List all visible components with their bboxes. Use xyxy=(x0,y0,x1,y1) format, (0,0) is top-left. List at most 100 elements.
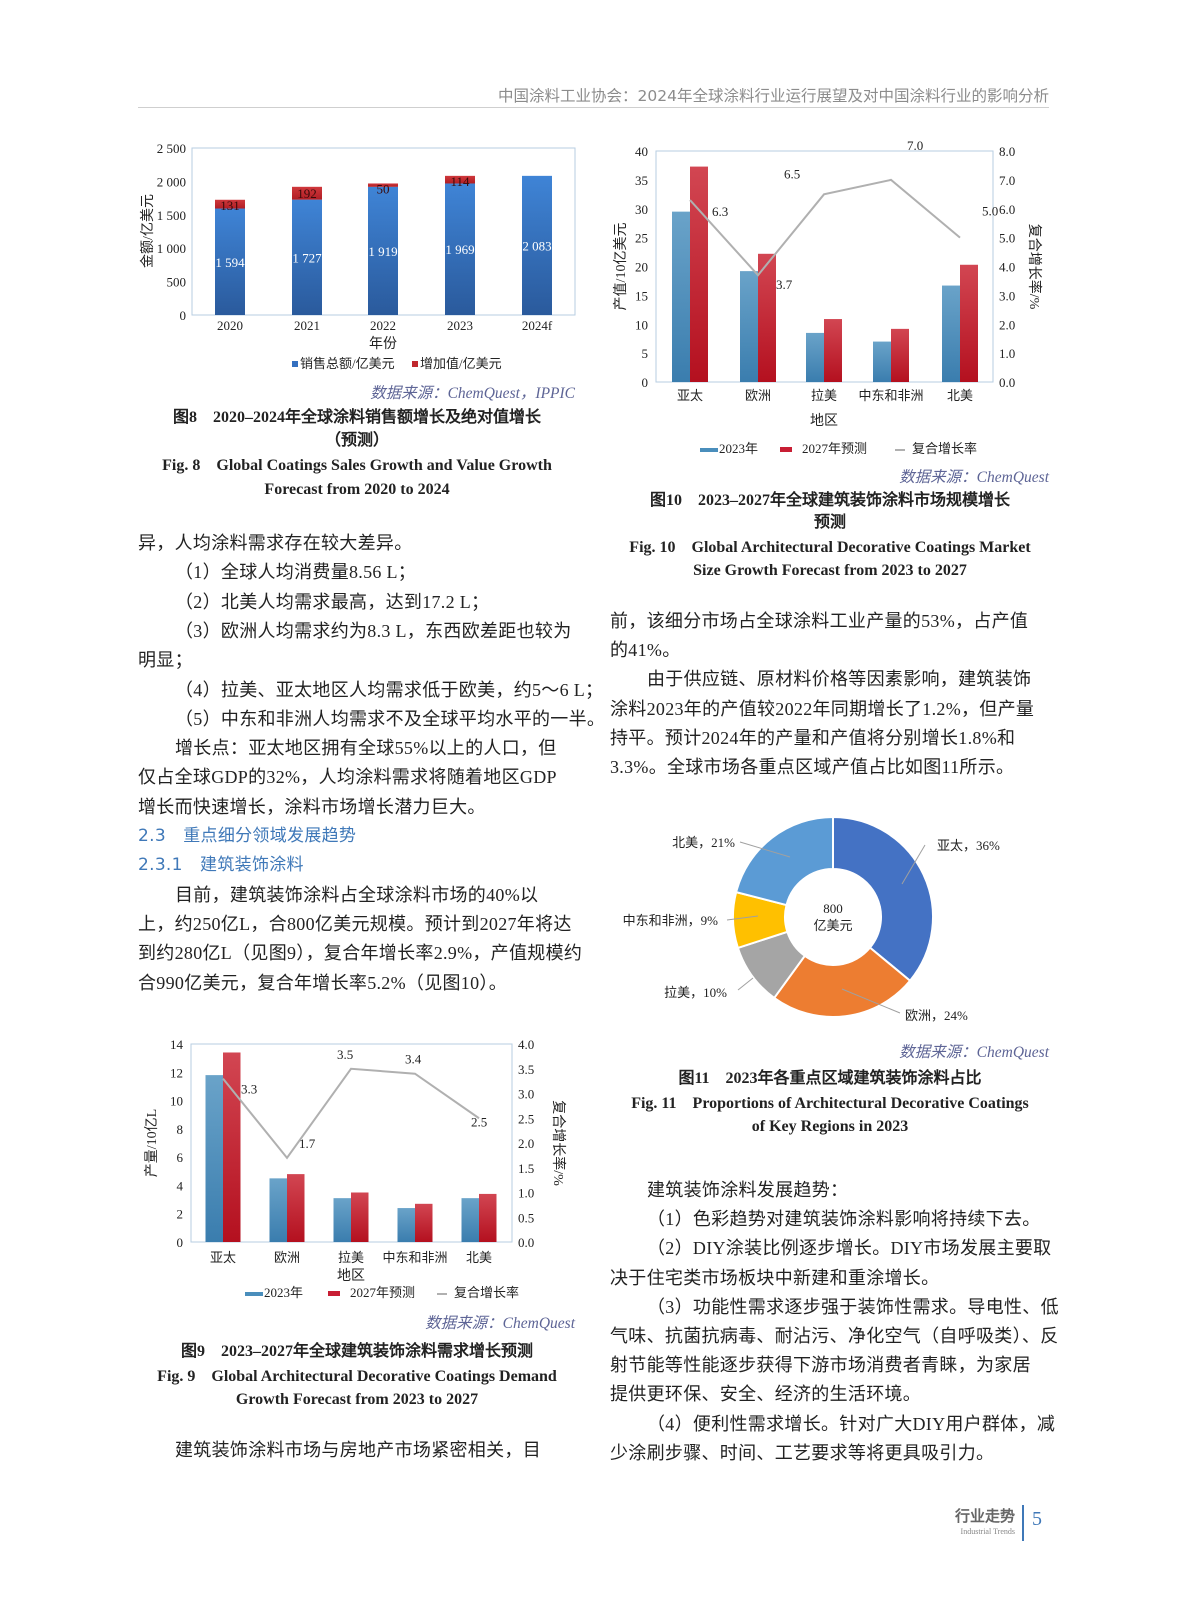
section-heading: 2.3 重点细分领域发展趋势 xyxy=(138,826,357,846)
footer-section-title: 行业走势 xyxy=(954,1507,1015,1525)
fig10-y2-tick-label: 3.0 xyxy=(999,288,1015,303)
fig10-legend-swatch-cagr xyxy=(895,449,905,451)
fig8-bar-sales-label: 1 919 xyxy=(368,244,397,259)
text-line: 涂料2023年的产值较2022年同期增长了1.2%，但产量 xyxy=(610,698,1035,719)
fig11-slice-label: 拉美，10% xyxy=(664,985,727,1000)
footer-section-subtitle: Industrial Trends xyxy=(960,1527,1015,1536)
fig10-y-tick-label: 35 xyxy=(635,173,648,188)
text-line: 前，该细分市场占全球涂料工业产量的53%，占产值 xyxy=(610,611,1029,631)
fig9-caption-en: Fig. 9 Global Architectural Decorative C… xyxy=(157,1368,557,1385)
fig8-x-tick-label: 2024f xyxy=(522,318,553,333)
text-line: 目前，建筑装饰涂料占全球涂料市场的40%以 xyxy=(175,884,539,905)
fig9-y2-tick-label: 0.5 xyxy=(518,1210,534,1225)
fig9-y-tick-label: 8 xyxy=(177,1122,184,1137)
text-line: 合990亿美元，复合年增长率5.2%（见图10）。 xyxy=(138,972,507,993)
fig9-y-tick-label: 2 xyxy=(177,1207,184,1222)
fig10-x-tick-label: 拉美 xyxy=(811,388,837,403)
fig9-y-tick-label: 14 xyxy=(170,1037,184,1052)
fig9-y-tick-label: 6 xyxy=(177,1150,184,1165)
fig11-leader-line xyxy=(739,841,791,858)
fig10-line-data-label: 6.3 xyxy=(712,204,728,219)
section-heading: 2.3.1 建筑装饰涂料 xyxy=(138,855,304,876)
fig10-y2-tick-label: 0.0 xyxy=(999,375,1015,390)
fig10-caption-cn: 图10 2023–2027年全球建筑装饰涂料市场规模增长 xyxy=(649,492,1011,509)
text-line: 少涂刷步骤、时间、工艺要求等将更具吸引力。 xyxy=(610,1442,995,1463)
fig10-bar-2027 xyxy=(824,319,842,382)
fig9-y-tick-label: 12 xyxy=(170,1065,183,1080)
fig8-bar-increment-label: 114 xyxy=(450,174,470,189)
fig9-y-tick-label: 0 xyxy=(177,1235,184,1250)
fig10-bar-2023 xyxy=(942,285,960,382)
fig9-line-data-label: 3.3 xyxy=(241,1082,257,1097)
fig9-bar-2023 xyxy=(397,1208,415,1242)
fig8-x-tick-label: 2023 xyxy=(447,318,473,333)
fig10-y-tick-label: 25 xyxy=(635,231,648,246)
fig10-line-data-label: 3.7 xyxy=(776,277,793,292)
fig9-line-data-label: 3.5 xyxy=(337,1047,353,1062)
fig11-slice-北美 xyxy=(734,815,834,907)
fig11-leader-line xyxy=(901,844,926,885)
fig9-line-data-label: 1.7 xyxy=(299,1136,316,1151)
fig10-y-tick-label: 0 xyxy=(642,375,649,390)
fig11-caption-en: Fig. 11 Proportions of Architectural Dec… xyxy=(631,1095,1029,1112)
fig10-y2-tick-label: 5.0 xyxy=(999,231,1015,246)
fig8-bar-increment-label: 131 xyxy=(220,198,240,213)
fig10-y-tick-label: 10 xyxy=(635,317,648,332)
text-line: 由于供应链、原材料价格等因素影响，建筑装饰 xyxy=(647,669,1032,690)
fig10-bar-2023 xyxy=(873,341,891,382)
fig9-legend-swatch-2027 xyxy=(328,1291,340,1296)
fig11-slice-亚太 xyxy=(832,815,934,983)
text-line: （1）全球人均消费量8.56 L； xyxy=(175,562,417,583)
fig8-y-axis-title: 金额/亿美元 xyxy=(140,194,156,268)
fig8-bar-sales-label: 1 727 xyxy=(292,250,322,265)
fig10-source: 数据来源：ChemQuest xyxy=(899,469,1049,486)
fig10-y2-tick-label: 1.0 xyxy=(999,346,1015,361)
text-line: 建筑装饰涂料市场与房地产市场紧密相关，目 xyxy=(175,1440,541,1460)
fig8-bar-sales xyxy=(215,208,245,315)
fig9-bar-2027 xyxy=(287,1174,305,1242)
fig9-y2-tick-label: 4.0 xyxy=(518,1037,534,1052)
fig10-caption-en: Fig. 10 Global Architectural Decorative … xyxy=(629,539,1031,556)
fig9-legend-label-cagr: 复合增长率 xyxy=(454,1285,519,1300)
footer-divider xyxy=(1022,1505,1024,1541)
fig11-leader-line xyxy=(726,915,759,921)
fig8-bar-increment xyxy=(215,199,245,209)
fig10-bar-2023 xyxy=(806,332,824,382)
fig8-bar-sales xyxy=(445,183,475,315)
fig11-slice-label: 北美，21% xyxy=(672,835,735,850)
fig11-caption-en-2: of Key Regions in 2023 xyxy=(751,1118,909,1135)
fig11-caption-cn: 图11 2023年各重点区域建筑装饰涂料占比 xyxy=(678,1070,982,1087)
text-line: 上，约250亿L，合800亿美元规模。预计到2027年将达 xyxy=(138,913,572,934)
fig8-bar-increment xyxy=(368,183,398,187)
fig9-bar-2027 xyxy=(479,1193,497,1242)
fig8-caption-cn: 图8 2020–2024年全球涂料销售额增长及绝对值增长 xyxy=(172,409,542,426)
fig9-x-tick-label: 中东和非洲 xyxy=(382,1250,447,1265)
text-line: 射节能等性能逐步获得下游市场消费者青睐，为家居 xyxy=(610,1355,1031,1376)
fig11-center-value: 800 xyxy=(823,901,843,916)
fig8-x-axis-title: 年份 xyxy=(369,336,397,352)
text-line: 提供更环保、安全、经济的生活环境。 xyxy=(610,1384,922,1405)
text-line: 的41%。 xyxy=(610,640,681,661)
text-line: 增长点：亚太地区拥有全球55%以上的人口，但 xyxy=(175,738,557,759)
fig10-legend-label-2027: 2027年预测 xyxy=(802,441,867,456)
fig10-x-tick-label: 亚太 xyxy=(677,388,703,403)
text-line: 3.3%。全球市场各重点区域产值占比如图11所示。 xyxy=(610,757,1015,777)
fig11-leader-line xyxy=(737,977,754,991)
fig8-bar-increment-label: 192 xyxy=(297,186,317,201)
text-line: （4）拉美、亚太地区人均需求低于欧美，约5～6 L； xyxy=(175,679,604,700)
text-line: 明显； xyxy=(138,650,193,671)
fig10-line-data-label: 7.0 xyxy=(907,138,923,153)
fig8-legend-label-sales: 销售总额/亿美元 xyxy=(300,356,395,371)
fig8-y-tick-label: 500 xyxy=(167,275,187,290)
fig9-y2-tick-label: 0.0 xyxy=(518,1235,534,1250)
fig9-caption-en-2: Growth Forecast from 2023 to 2027 xyxy=(235,1391,479,1408)
fig10-y2-tick-label: 7.0 xyxy=(999,173,1015,188)
fig8-y-tick-label: 1 500 xyxy=(157,208,186,223)
fig8-x-tick-label: 2022 xyxy=(370,318,396,333)
text-line: 仅占全球GDP的32%，人均涂料需求将随着地区GDP xyxy=(138,767,557,788)
fig9-bar-2023 xyxy=(269,1178,287,1242)
fig8-y-tick-label: 2 500 xyxy=(157,141,186,156)
fig10-y-tick-label: 30 xyxy=(635,202,648,217)
fig8-y-tick-label: 1 000 xyxy=(157,241,186,256)
